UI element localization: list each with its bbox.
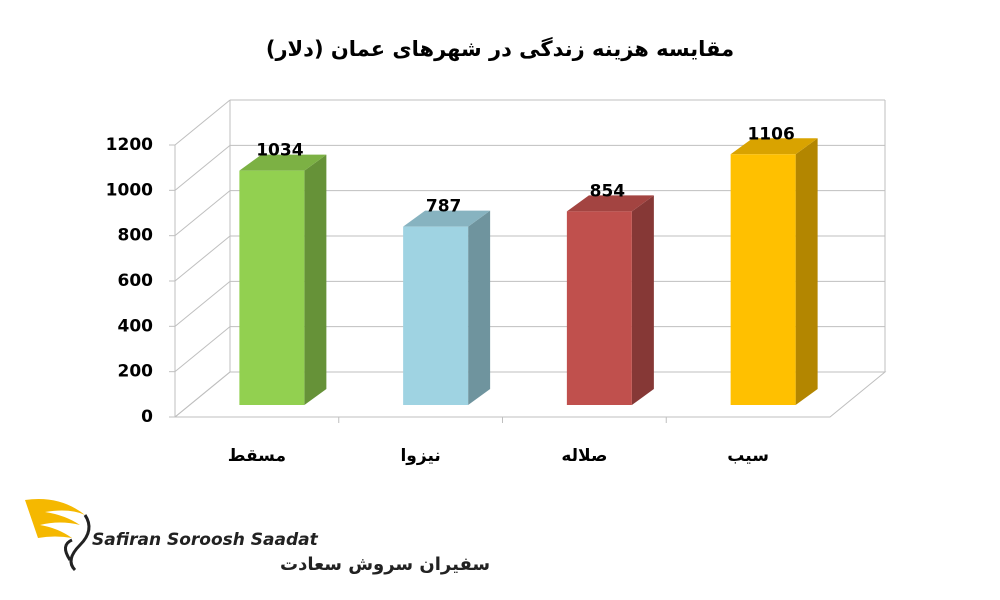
bar	[239, 154, 327, 405]
grid-line	[174, 326, 231, 373]
logo-name: Safiran Soroosh Saadat	[92, 530, 319, 550]
bar-side	[304, 154, 327, 405]
bar-front	[239, 170, 305, 405]
bar	[730, 138, 818, 405]
y-tick-label: 1000	[106, 180, 153, 200]
y-tick-label: 800	[118, 226, 154, 246]
bar-front	[730, 154, 796, 405]
y-tick-label: 200	[118, 362, 154, 382]
logo-wing	[25, 499, 85, 538]
bar-side	[631, 195, 654, 405]
grid-line	[174, 99, 231, 146]
bar	[403, 210, 491, 405]
y-tick-label: 400	[118, 316, 154, 336]
bar	[566, 195, 654, 405]
value-label: 787	[426, 197, 462, 217]
value-label: 854	[590, 181, 626, 201]
logo: Safiran Soroosh Saadat سفیران سروش سعادت	[25, 499, 490, 575]
value-label: 1106	[747, 124, 794, 144]
grid-line	[174, 190, 231, 237]
y-tick-label: 0	[141, 407, 153, 427]
chart-title: مقایسه هزینه زندگی در شهرهای عمان (دلار)	[266, 36, 734, 61]
bar-side	[795, 138, 818, 405]
y-tick-label: 1200	[106, 135, 153, 155]
bar-front	[403, 226, 469, 405]
logo-swan	[64, 514, 91, 572]
grid-line	[174, 235, 231, 282]
logo-name-fa: سفیران سروش سعادت	[280, 554, 490, 575]
bar-top	[403, 210, 491, 227]
bar-top	[239, 154, 327, 171]
x-tick-label: سیب	[727, 446, 769, 466]
bar-front	[566, 211, 632, 405]
grid-line	[174, 280, 231, 327]
grid-line	[174, 144, 231, 191]
x-tick-label: مسقط	[228, 446, 286, 466]
bar-top	[566, 195, 654, 212]
bar-side	[468, 210, 491, 405]
x-tick-label: صلاله	[561, 446, 607, 466]
y-tick-label: 600	[118, 271, 154, 291]
value-label: 1034	[256, 141, 303, 161]
x-tick-label: نیزوا	[400, 446, 440, 466]
bar-top	[730, 138, 818, 155]
grid-line	[174, 371, 231, 418]
